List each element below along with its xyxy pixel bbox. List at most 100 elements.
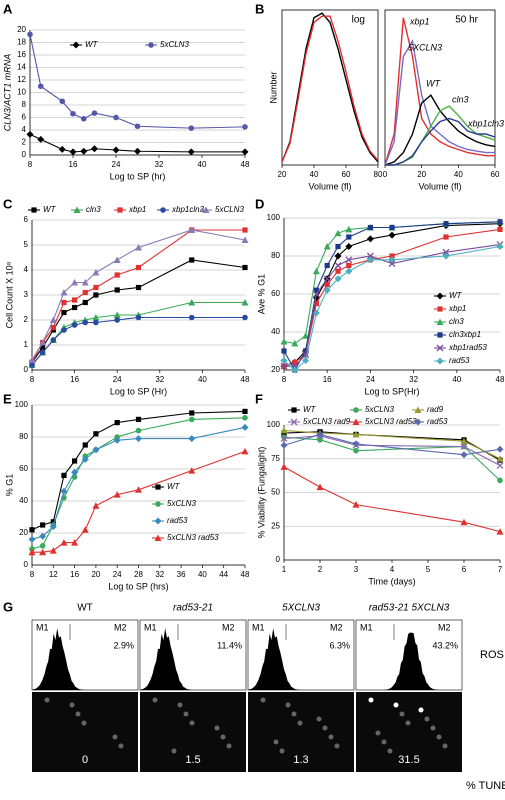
series-line	[29, 133, 245, 153]
marker	[135, 486, 142, 493]
cell	[322, 725, 328, 731]
y-tick-label: 20	[17, 25, 26, 34]
cell	[393, 702, 399, 708]
marker	[93, 319, 99, 326]
marker	[135, 435, 142, 443]
legend-marker	[155, 501, 161, 507]
series-label: cln3	[452, 94, 469, 104]
x-tick-label: 20	[91, 570, 100, 579]
ros-value: 6.3%	[329, 640, 350, 650]
column-title: rad53-21 5XCLN3	[369, 603, 450, 614]
legend-marker	[73, 206, 81, 213]
marker	[28, 535, 36, 543]
marker	[71, 468, 79, 476]
legend-label: xbp1cln3	[171, 205, 205, 214]
legend-label: rad53	[167, 516, 188, 525]
marker	[497, 226, 503, 232]
marker	[241, 423, 249, 431]
marker	[82, 442, 88, 448]
marker	[313, 300, 319, 307]
x-tick-label: 12	[49, 570, 58, 579]
y-tick-label: 20	[19, 528, 28, 537]
marker	[352, 430, 360, 438]
marker	[93, 284, 99, 291]
marker	[291, 366, 299, 374]
marker	[242, 227, 248, 233]
marker	[353, 447, 359, 454]
y-tick-label: 2	[24, 315, 29, 324]
y-tick-label: 0	[276, 555, 281, 564]
y-tick-label: 100	[267, 420, 281, 429]
microscopy-image	[356, 692, 462, 772]
x-tick-label: 48	[496, 375, 505, 384]
x-tick-label: 40	[198, 375, 207, 384]
x-tick-label: 44	[219, 570, 228, 579]
y-tick-label: 10	[17, 88, 26, 97]
axes	[283, 218, 500, 371]
series-line	[385, 105, 496, 166]
y-tick-label: 6	[24, 215, 29, 224]
marker	[496, 462, 504, 469]
marker	[496, 445, 504, 453]
cell	[260, 697, 266, 703]
marker	[280, 338, 288, 345]
marker	[366, 256, 374, 264]
marker	[114, 317, 120, 323]
legend-marker	[414, 406, 422, 413]
marker	[334, 252, 342, 260]
legend-marker	[31, 207, 37, 213]
marker	[389, 253, 395, 259]
marker	[135, 314, 142, 321]
legend-label: WT	[85, 40, 99, 49]
x-tick-label: 2	[318, 565, 323, 574]
legend-marker	[154, 517, 162, 525]
ros-value: 11.4%	[217, 640, 242, 650]
marker	[242, 408, 248, 414]
legend-marker	[291, 407, 297, 413]
legend-marker	[437, 306, 443, 312]
marker	[242, 264, 248, 271]
series-line	[384, 38, 495, 166]
x-axis-label: Time (days)	[368, 576, 415, 586]
marker	[188, 314, 195, 321]
marker	[323, 275, 331, 283]
marker	[92, 446, 100, 454]
cell	[220, 734, 226, 740]
x-axis-label: Log to SP(Hr)	[364, 386, 419, 396]
marker	[71, 279, 79, 286]
marker	[242, 415, 248, 421]
marker	[313, 287, 319, 293]
legend-marker	[148, 42, 154, 48]
marker	[26, 130, 34, 138]
panel-label: G	[3, 599, 13, 614]
microscopy-image	[32, 692, 138, 772]
x-tick-label: 40	[454, 170, 463, 179]
panel-label: A	[3, 1, 13, 16]
marker	[460, 518, 468, 526]
legend-marker	[436, 318, 444, 325]
marker	[388, 256, 396, 264]
marker	[70, 110, 76, 117]
marker	[241, 299, 249, 306]
y-tick-label: 80	[19, 432, 28, 441]
panel-label: B	[255, 1, 264, 16]
marker	[241, 447, 249, 455]
axes	[31, 405, 245, 566]
marker	[496, 455, 504, 462]
marker	[135, 416, 142, 422]
panel-label: C	[3, 196, 13, 211]
x-tick-label: 80	[374, 170, 383, 179]
x-tick-label: 40	[198, 160, 207, 169]
marker	[323, 286, 331, 294]
y-tick-label: 20	[271, 365, 280, 374]
y-tick-label: 0	[24, 560, 29, 569]
legend-label: rad53	[449, 356, 470, 365]
marker	[135, 244, 142, 251]
cell	[75, 711, 81, 717]
marker	[82, 319, 89, 326]
marker	[442, 252, 450, 260]
cell	[430, 725, 436, 731]
marker	[50, 519, 56, 525]
marker	[352, 501, 360, 508]
